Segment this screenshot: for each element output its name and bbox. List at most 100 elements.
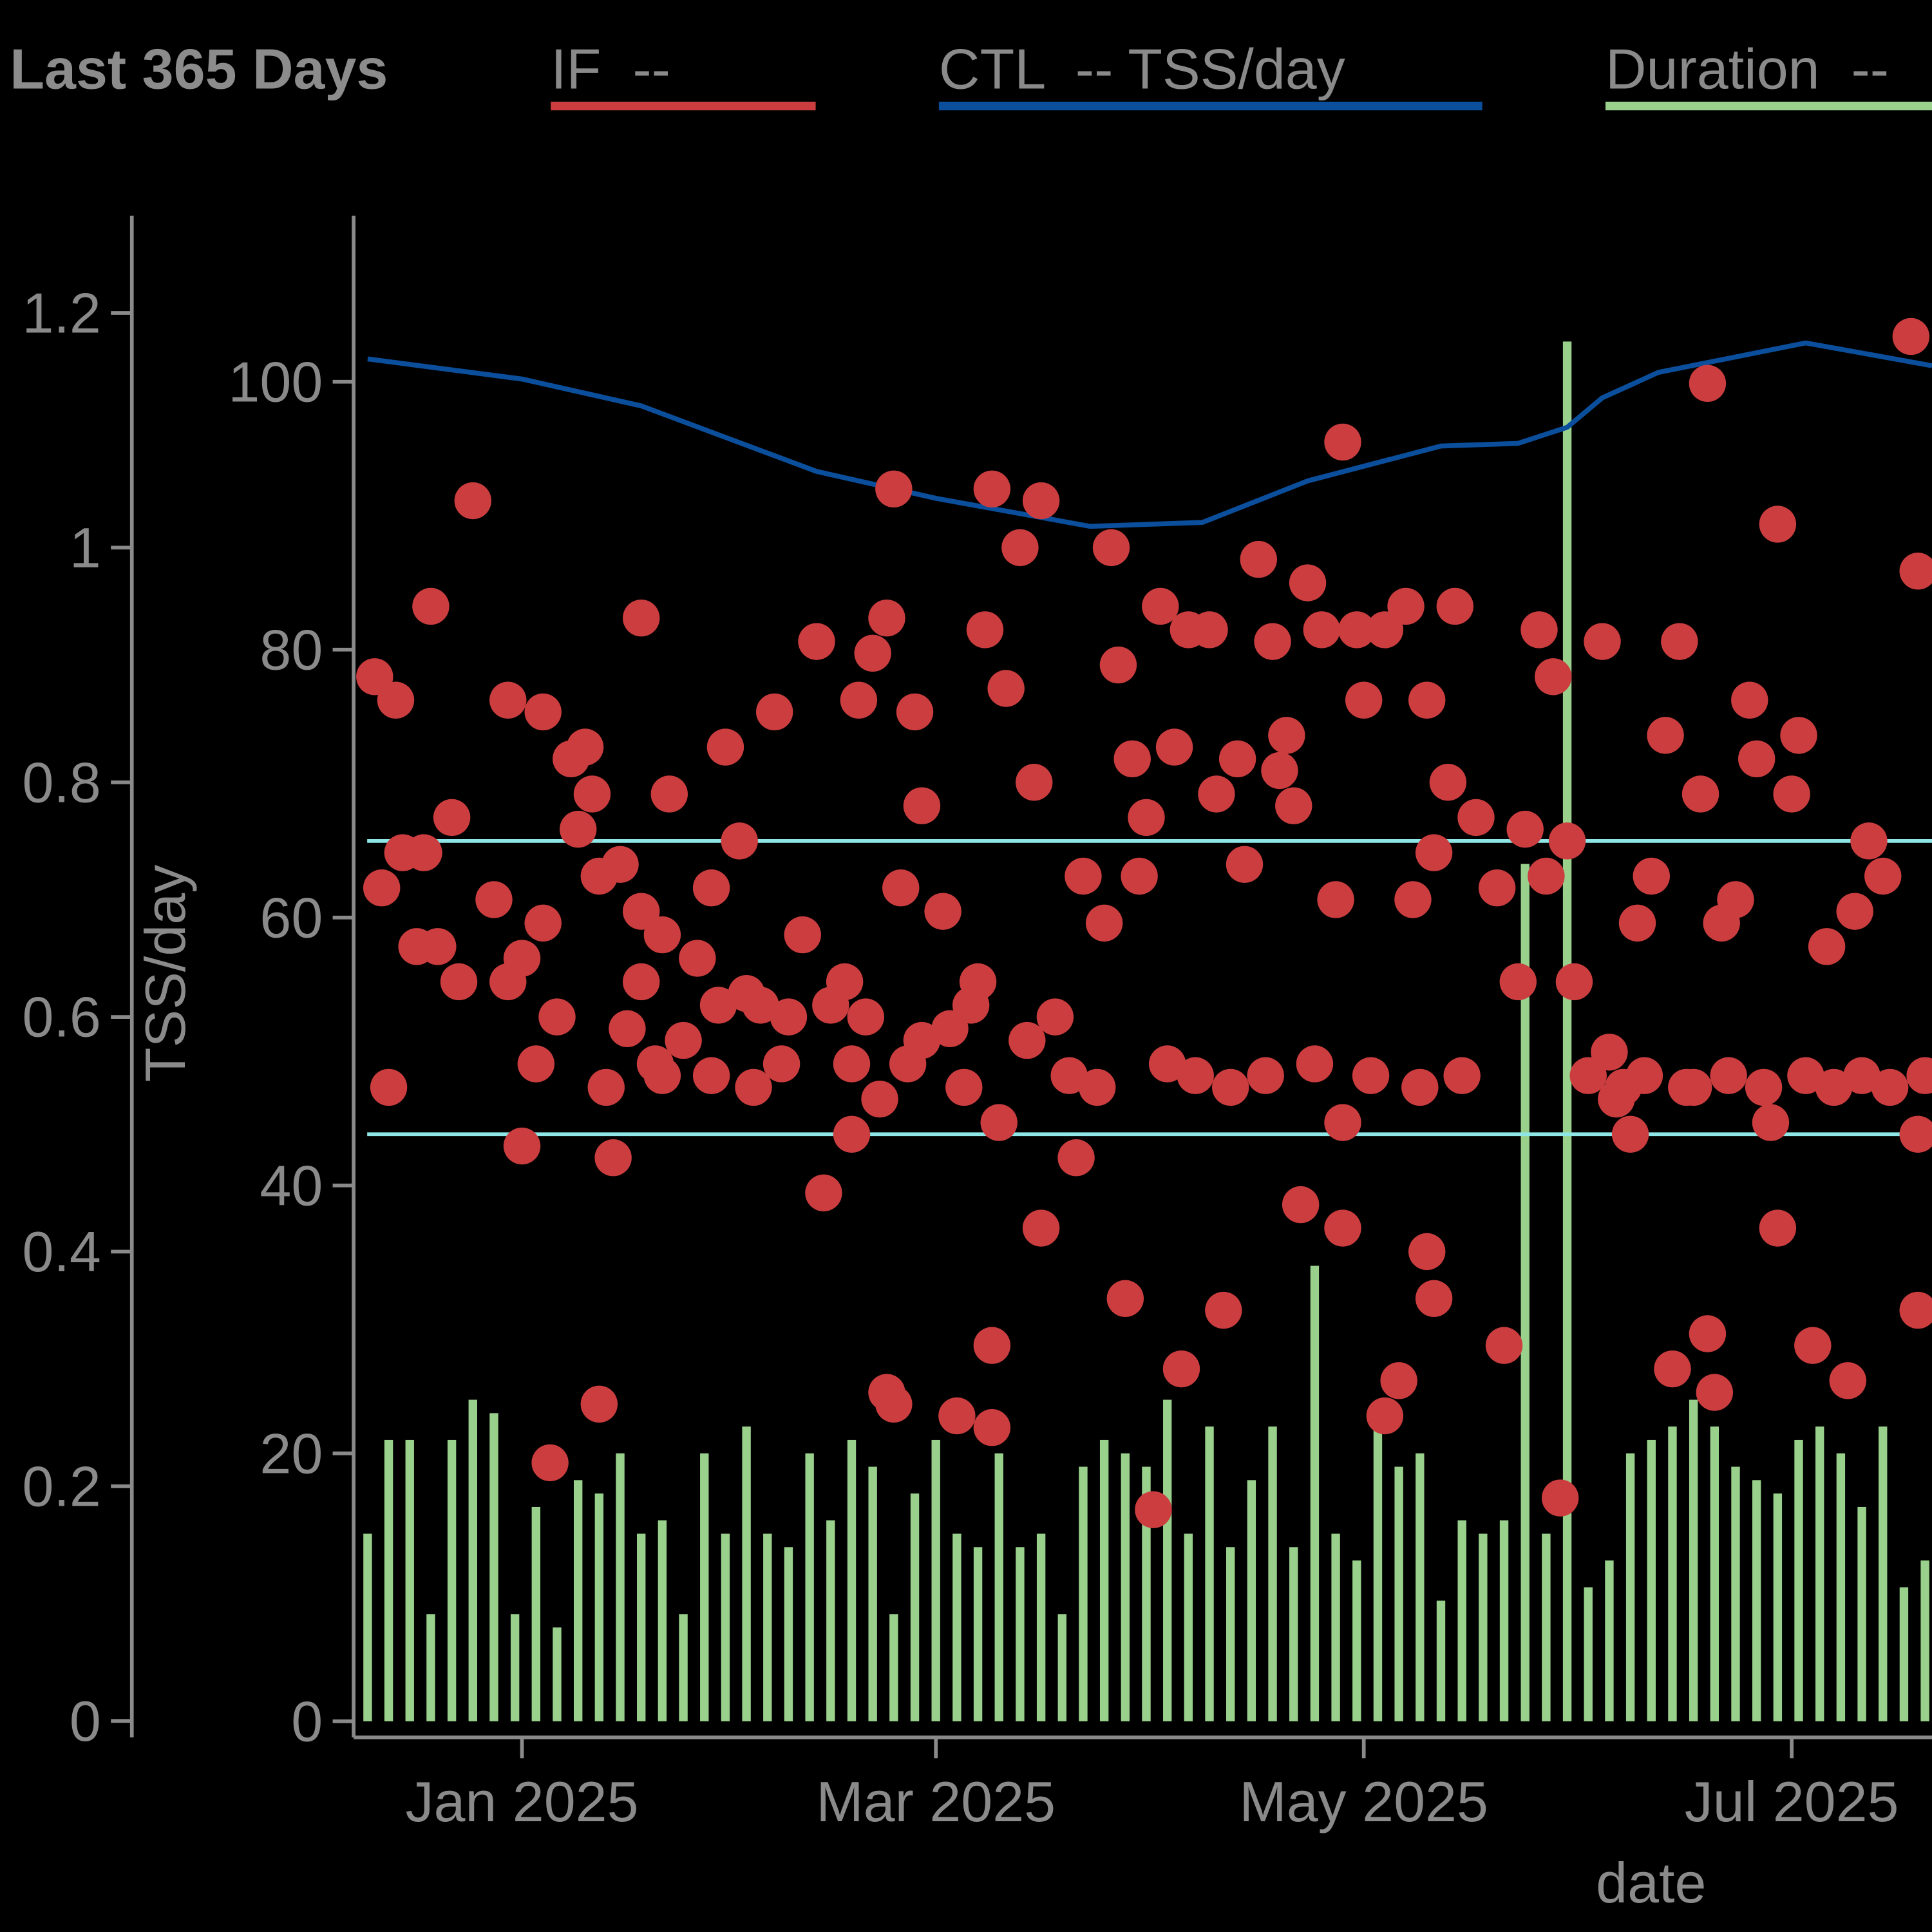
if-point: [770, 998, 808, 1036]
if-point: [1092, 529, 1130, 567]
ctl-line: [367, 340, 1932, 529]
if-point: [1745, 1068, 1783, 1106]
if-point: [784, 916, 821, 954]
if-point: [377, 681, 415, 719]
if-point: [1478, 869, 1516, 907]
if-point: [419, 928, 457, 965]
if-point: [1815, 1068, 1853, 1106]
bar: [468, 1399, 477, 1721]
if-point: [875, 470, 913, 508]
if-point: [1022, 482, 1060, 520]
if-point: [1457, 799, 1495, 837]
if-point: [1408, 681, 1446, 719]
if-point: [1135, 1491, 1172, 1528]
bar: [1184, 1533, 1193, 1721]
bar: [868, 1466, 877, 1721]
bar: [1605, 1560, 1614, 1721]
if-point: [1864, 857, 1902, 895]
if-point: [692, 869, 730, 907]
if-point: [1366, 1397, 1404, 1435]
if-point: [1696, 1374, 1734, 1411]
if-point: [735, 1068, 772, 1106]
bar: [1499, 1520, 1509, 1721]
if-point: [1303, 611, 1341, 649]
if-point: [1899, 1115, 1932, 1153]
legend-label: IF --: [551, 37, 670, 101]
bar: [1416, 1453, 1425, 1721]
if-point: [798, 623, 835, 660]
bar: [1836, 1453, 1846, 1721]
bar: [1710, 1426, 1719, 1721]
y-tick-label: 0.4: [23, 1220, 101, 1283]
bar: [1479, 1533, 1488, 1721]
if-point: [1899, 1291, 1932, 1329]
if-point: [1338, 611, 1376, 649]
if-point: [1541, 1479, 1579, 1517]
if-point: [1499, 963, 1537, 1001]
if-point: [1584, 623, 1621, 660]
bar: [679, 1614, 688, 1721]
if-point: [1380, 1362, 1417, 1399]
if-point: [538, 998, 576, 1036]
if-point: [1254, 623, 1291, 660]
if-point: [601, 846, 639, 883]
if-point: [903, 1021, 941, 1059]
x-tick-label: May 2025: [1239, 1770, 1488, 1833]
x-tick-label: Jul 2025: [1685, 1770, 1899, 1833]
if-point: [805, 1174, 842, 1212]
if-point: [721, 822, 758, 860]
if-point: [524, 693, 562, 731]
y-tick-label: 0: [70, 1689, 101, 1753]
bar: [1247, 1480, 1256, 1721]
if-point: [503, 940, 541, 977]
bar: [763, 1533, 772, 1721]
if-point: [1598, 1080, 1635, 1118]
bar: [1162, 1399, 1172, 1721]
if-point: [1366, 611, 1404, 649]
if-point: [609, 1010, 646, 1048]
if-point: [1113, 740, 1151, 778]
bar: [510, 1614, 520, 1721]
if-point: [363, 869, 401, 907]
if-point: [987, 670, 1025, 707]
if-point: [1899, 553, 1932, 590]
if-point: [1555, 963, 1593, 1001]
if-point: [1871, 1068, 1909, 1106]
bar: [1331, 1533, 1340, 1721]
if-point: [1408, 1233, 1446, 1271]
if-point: [1569, 1057, 1607, 1094]
if-point: [1661, 623, 1698, 660]
bar: [1752, 1480, 1761, 1721]
if-point: [1401, 1068, 1439, 1106]
if-point: [833, 1115, 871, 1153]
if-point: [1394, 881, 1432, 918]
if-point: [1759, 506, 1797, 543]
if-point: [1415, 1280, 1453, 1318]
bar: [426, 1614, 435, 1721]
bar: [847, 1439, 857, 1721]
bar: [1899, 1587, 1909, 1721]
if-point: [405, 834, 442, 871]
bar: [1016, 1547, 1025, 1721]
if-point: [1085, 904, 1123, 942]
y2-tick-label: 40: [260, 1153, 323, 1217]
y2-tick-label: 0: [291, 1689, 323, 1753]
if-point: [1759, 1209, 1797, 1247]
if-point: [1247, 1057, 1284, 1094]
y2-tick-label: 100: [228, 350, 323, 413]
if-point: [623, 963, 660, 1001]
if-point: [1001, 529, 1039, 567]
if-point: [699, 987, 737, 1024]
if-point: [1506, 810, 1544, 848]
if-point: [1443, 1057, 1481, 1094]
if-point: [1205, 1291, 1242, 1329]
if-point: [931, 1010, 969, 1048]
if-point: [1121, 857, 1158, 895]
if-point: [440, 963, 478, 1001]
if-point: [1057, 1139, 1095, 1177]
if-point: [1787, 1057, 1824, 1094]
if-point: [706, 728, 744, 766]
if-point: [1535, 658, 1572, 696]
if-point: [1738, 740, 1776, 778]
